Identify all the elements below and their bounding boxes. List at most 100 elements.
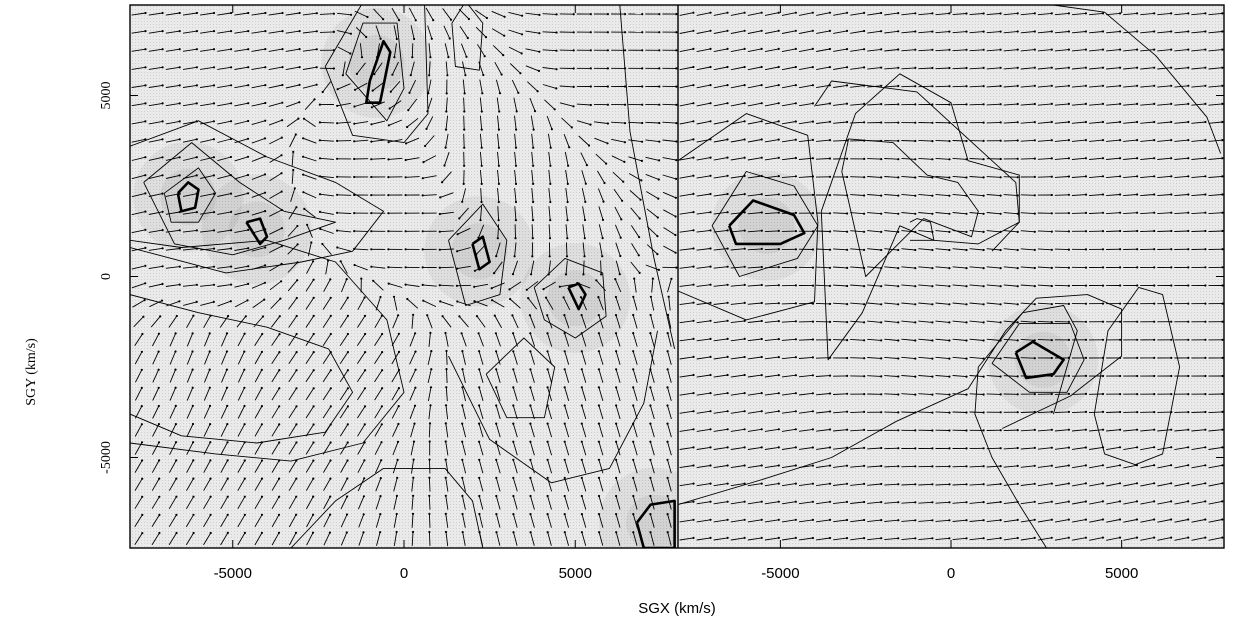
panel-left-vector [131, 228, 147, 234]
panel-right-vector [1003, 302, 1019, 306]
panel-right-vector-head [1050, 248, 1053, 251]
panel-left-vector-shaft [495, 405, 501, 420]
panel-left-vector-shaft [234, 102, 249, 107]
panel-right-vector [1020, 482, 1036, 486]
panel-left-vector-head [583, 255, 586, 258]
panel-left-vector [456, 247, 471, 253]
panel-left-vector [479, 169, 483, 185]
panel-left-vector [271, 459, 281, 473]
panel-right-vector-head [743, 337, 746, 340]
panel-left-vector [649, 368, 655, 383]
panel-left-vector [409, 350, 417, 365]
panel-left-vector-head [497, 182, 500, 185]
panel-left-vector-head [597, 476, 601, 479]
panel-left-vector-head [640, 179, 643, 182]
panel-left-vector-head [597, 368, 601, 371]
panel-right-vector [1020, 121, 1036, 124]
panel-left-vector-shaft [221, 369, 228, 383]
panel-left-vector-head [296, 279, 299, 282]
panel-left-vector-head [141, 459, 144, 462]
panel-left-vector [186, 422, 195, 437]
panel-right-vector [935, 483, 951, 486]
panel-left-vector [478, 494, 484, 510]
panel-left-vector-head [656, 235, 659, 238]
panel-left-vector-shaft [288, 496, 297, 510]
panel-right-vector-head [931, 194, 934, 197]
panel-left-vector [531, 242, 534, 258]
panel-left-vector [478, 422, 484, 438]
panel-right-vector [815, 212, 832, 215]
panel-left-vector-head [444, 458, 447, 461]
panel-right-vector-head [794, 518, 797, 521]
panel-left-vector-shaft [182, 12, 197, 16]
panel-right-vector-head [982, 447, 985, 450]
panel-right-vector [833, 284, 849, 288]
panel-left-vector-head [531, 255, 534, 258]
panel-left-vector [251, 210, 267, 216]
panel-right-vector [901, 121, 917, 124]
panel-right-vector-shaft [850, 357, 865, 359]
panel-right-vector-head [948, 411, 951, 414]
panel-right-vector-head [811, 84, 815, 87]
panel-left-vector-head [572, 67, 575, 70]
panel-right-vector-shaft [850, 447, 865, 450]
panel-right-vector [850, 320, 866, 324]
panel-left-vector-shaft [357, 442, 366, 455]
panel-right-vector [833, 157, 849, 160]
panel-left-vector-head [580, 458, 583, 461]
panel-right-vector-shaft [1020, 501, 1035, 505]
panel-left-vector [234, 282, 250, 288]
panel-left-vector-shaft [217, 266, 232, 269]
panel-left-vector-shaft [662, 174, 677, 180]
panel-right-vector-shaft [969, 393, 984, 395]
panel-left-vector-shaft [581, 387, 587, 402]
panel-left-vector [593, 13, 610, 16]
panel-right-vector-head [709, 410, 712, 413]
panel-right-contour-11 [974, 305, 1078, 548]
panel-right-vector-shaft [867, 48, 882, 52]
panel-right-vector [850, 428, 866, 432]
panel-right-vector-shaft [935, 49, 950, 52]
panel-left-vector [219, 314, 230, 328]
panel-left-vector-head [597, 422, 601, 425]
panel-left-vector [185, 531, 195, 546]
panel-left-vector-shaft [251, 173, 266, 180]
panel-left-vector-shaft [599, 242, 603, 257]
panel-right-vector-shaft [781, 410, 796, 414]
panel-left-vector [410, 440, 416, 456]
panel-right-vector [798, 120, 815, 125]
panel-left-vector [148, 11, 164, 16]
panel-left-vector-head [247, 102, 250, 105]
panel-left-vector [444, 476, 449, 492]
panel-left-vector [494, 61, 503, 76]
panel-right-vector [781, 156, 798, 161]
panel-right-vector [747, 410, 763, 414]
panel-left-vector-shaft [285, 84, 300, 89]
panel-left-vector-head [229, 300, 232, 303]
panel-left-vector-head [649, 531, 652, 534]
panel-left-vector [269, 262, 283, 272]
panel-left-vector-head [302, 117, 306, 120]
panel-right-vector-head [1033, 482, 1036, 485]
panel-left-vector-head [279, 297, 282, 300]
panel-right-vector [1020, 194, 1036, 197]
panel-left-vector-head [495, 422, 498, 425]
panel-right-vector-head [743, 84, 746, 87]
panel-right-vector [884, 465, 900, 468]
panel-left-vector-shaft [165, 248, 180, 251]
panel-left-vector [495, 458, 501, 474]
panel-left-vector-head [192, 495, 195, 498]
panel-left-vector-shaft [375, 25, 382, 39]
panel-right-vector-head [777, 248, 780, 251]
panel-left-vector-shaft [168, 514, 177, 528]
panel-right-vector-head [863, 537, 866, 540]
panel-left-vector [611, 49, 627, 52]
panel-right-vector-shaft [696, 320, 711, 324]
panel-right-vector [781, 193, 798, 196]
panel-right-vector-head [1033, 428, 1036, 431]
panel-right-vector-shaft [764, 465, 779, 469]
panel-left-vector-shaft [391, 7, 400, 21]
panel-right-vector-head [863, 212, 866, 215]
panel-right-vector [986, 482, 1002, 486]
panel-left-vector [370, 194, 386, 197]
